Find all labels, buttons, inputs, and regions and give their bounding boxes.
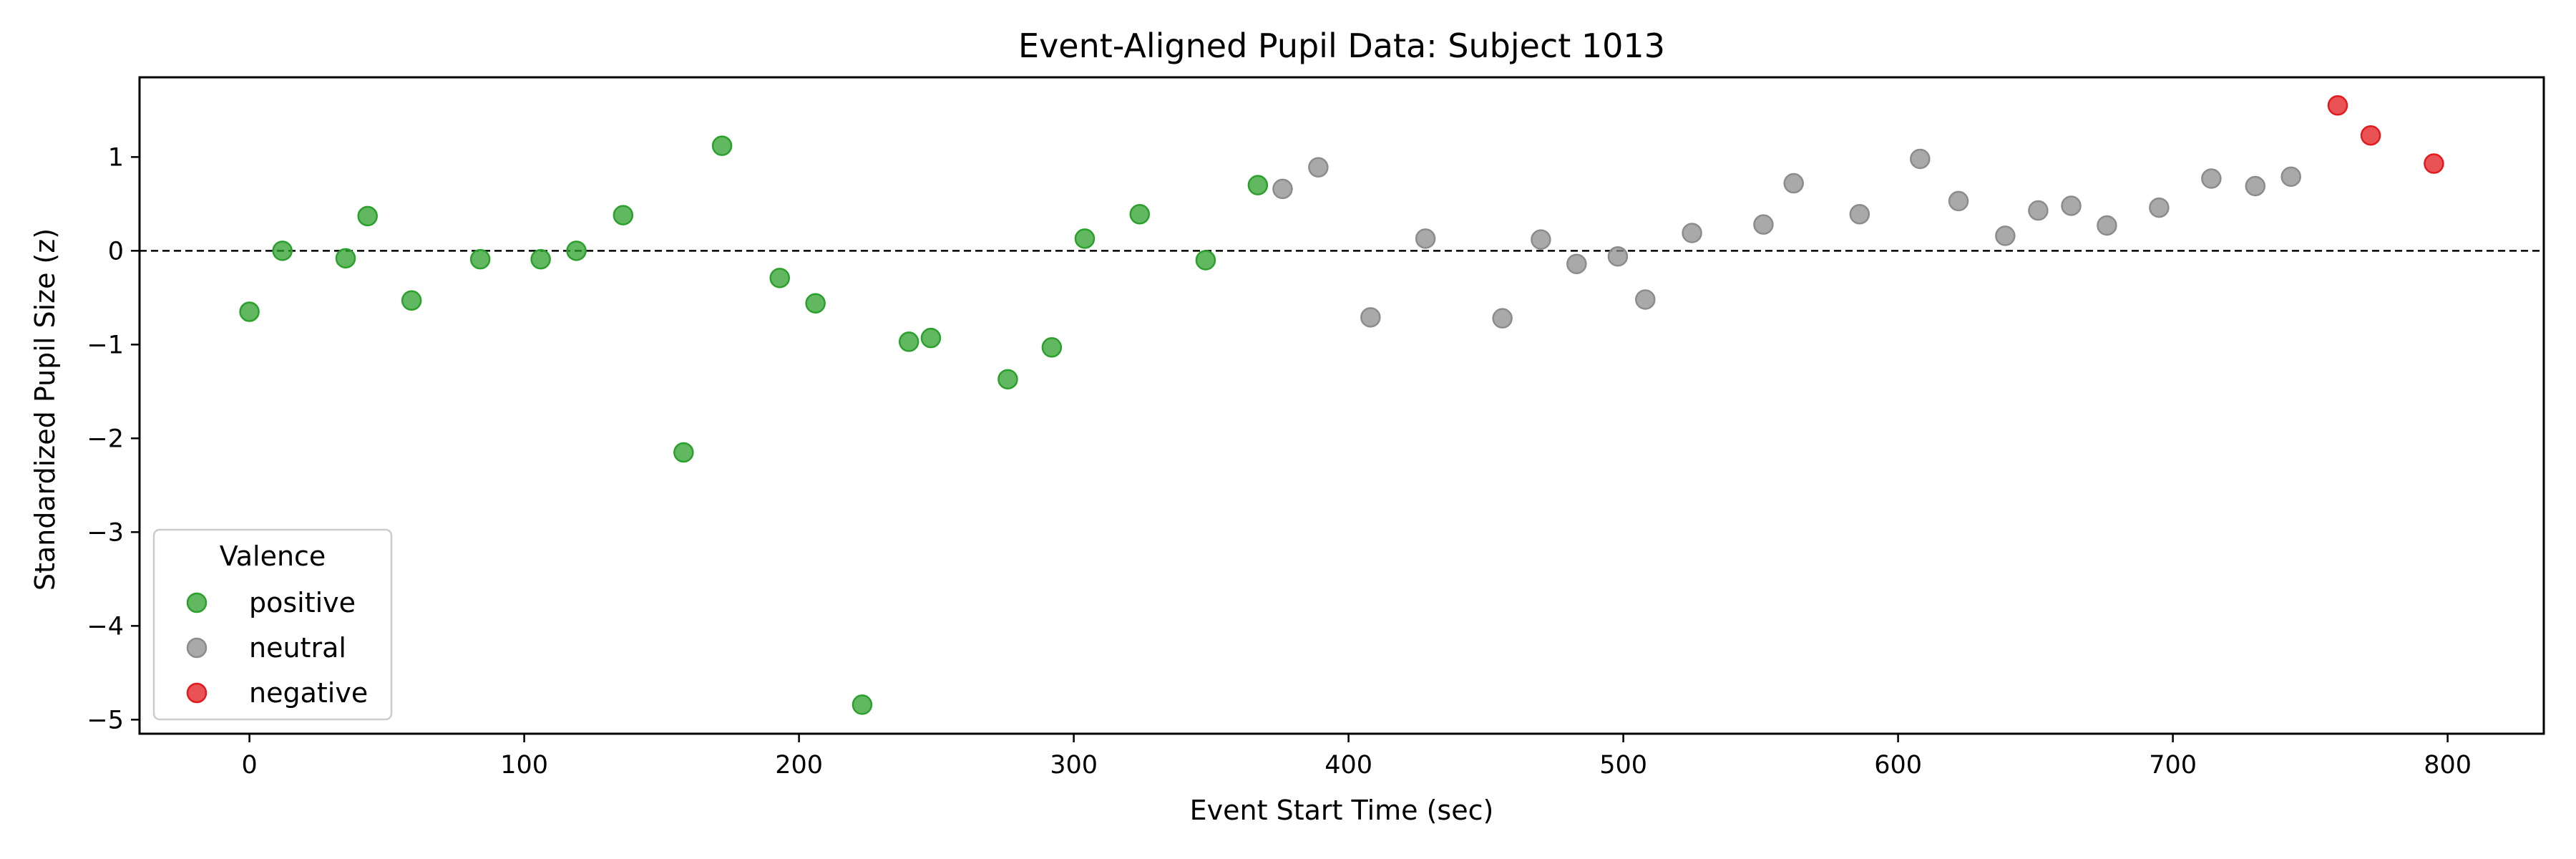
data-point-positive xyxy=(530,248,551,270)
x-tick-label: 800 xyxy=(2424,751,2472,780)
data-point-neutral xyxy=(1308,157,1329,178)
data-point-positive xyxy=(920,327,942,349)
y-tick-label: −4 xyxy=(87,612,124,641)
data-point-negative xyxy=(2424,153,2444,174)
data-point-neutral xyxy=(1607,246,1629,267)
x-tick-label: 0 xyxy=(241,751,257,780)
data-point-neutral xyxy=(1849,204,1870,225)
data-point-positive xyxy=(997,369,1018,390)
data-point-positive xyxy=(335,248,356,269)
x-tick-label: 400 xyxy=(1324,751,1372,780)
legend-marker-negative xyxy=(186,682,208,704)
data-point-neutral xyxy=(1783,173,1804,194)
data-point-positive xyxy=(805,293,826,314)
data-point-neutral xyxy=(2245,175,2266,197)
data-point-positive xyxy=(673,442,694,463)
y-axis-title: Standardized Pupil Size (z) xyxy=(29,228,61,591)
legend-title: Valence xyxy=(220,540,326,572)
legend-box xyxy=(152,528,393,721)
data-point-neutral xyxy=(2028,200,2049,221)
data-point-neutral xyxy=(1635,289,1656,310)
data-point-neutral xyxy=(1531,229,1551,250)
y-axis-ticks: 1 0 −1 −2 −3 −4 −5 xyxy=(87,143,140,734)
data-point-neutral xyxy=(1566,253,1587,274)
data-point-neutral xyxy=(1415,228,1436,249)
data-point-neutral xyxy=(2061,195,2082,216)
y-tick-label: −1 xyxy=(87,331,124,359)
series-neutral xyxy=(1272,148,2301,329)
data-point-neutral xyxy=(2097,215,2117,236)
data-point-positive xyxy=(1247,175,1269,195)
chart-title: Event-Aligned Pupil Data: Subject 1013 xyxy=(1018,26,1665,65)
data-point-positive xyxy=(566,241,587,261)
y-tick-label: 0 xyxy=(108,237,124,266)
data-point-positive xyxy=(1195,250,1216,271)
data-point-negative xyxy=(2327,95,2348,116)
x-tick-label: 200 xyxy=(775,751,823,780)
y-tick-label: 1 xyxy=(108,143,124,172)
data-point-negative xyxy=(2360,125,2381,146)
data-point-neutral xyxy=(1682,223,1702,243)
data-point-positive xyxy=(1041,337,1063,358)
data-point-positive xyxy=(357,205,378,227)
data-point-positive xyxy=(1129,204,1151,225)
plot-frame xyxy=(138,76,2545,735)
data-point-positive xyxy=(272,241,293,261)
legend-label-negative: negative xyxy=(249,677,368,709)
series-negative xyxy=(2327,95,2444,174)
data-point-neutral xyxy=(2149,197,2170,218)
data-point-positive xyxy=(613,205,634,225)
legend-label-positive: positive xyxy=(249,587,356,618)
data-point-neutral xyxy=(1492,308,1513,329)
data-point-positive xyxy=(711,135,733,156)
data-point-positive xyxy=(1074,228,1096,249)
data-point-neutral xyxy=(1910,148,1931,170)
data-point-positive xyxy=(469,248,491,270)
data-point-neutral xyxy=(1995,225,2016,246)
data-point-positive xyxy=(769,268,790,288)
data-point-positive xyxy=(898,331,919,352)
data-point-neutral xyxy=(2201,168,2222,189)
data-point-neutral xyxy=(2280,166,2301,188)
data-point-neutral xyxy=(1272,178,1293,200)
data-points xyxy=(239,95,2444,715)
data-point-neutral xyxy=(1948,190,1969,212)
x-tick-label: 700 xyxy=(2149,751,2197,780)
series-positive xyxy=(239,135,1269,715)
data-point-neutral xyxy=(1360,307,1381,328)
plot-area xyxy=(138,76,2545,735)
data-point-neutral xyxy=(1753,214,1774,235)
x-axis-title: Event Start Time (sec) xyxy=(1190,795,1494,826)
legend: Valence positive neutral negative xyxy=(152,528,393,721)
legend-label-neutral: neutral xyxy=(249,632,346,664)
x-axis-ticks: 0 100 200 300 400 500 600 700 800 xyxy=(241,734,2472,780)
x-tick-label: 100 xyxy=(500,751,548,780)
data-point-positive xyxy=(239,301,260,322)
y-tick-label: −3 xyxy=(87,518,124,547)
y-tick-label: −2 xyxy=(87,424,124,453)
x-tick-label: 500 xyxy=(1599,751,1647,780)
x-tick-label: 300 xyxy=(1050,751,1098,780)
legend-marker-positive xyxy=(186,592,208,613)
legend-marker-neutral xyxy=(186,637,208,659)
y-tick-label: −5 xyxy=(87,706,124,734)
data-point-positive xyxy=(852,694,873,715)
x-tick-label: 600 xyxy=(1874,751,1922,780)
data-point-positive xyxy=(401,290,422,311)
